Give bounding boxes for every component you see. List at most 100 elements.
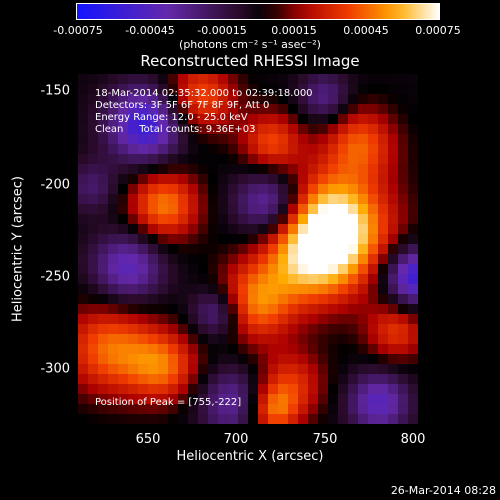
heatmap-cell (368, 224, 378, 234)
heatmap-cell (118, 234, 128, 244)
heatmap-cell (218, 224, 228, 234)
heatmap-cell (138, 164, 148, 174)
heatmap-cell (328, 154, 338, 164)
heatmap-cell (148, 344, 158, 354)
heatmap-cell (298, 384, 308, 394)
heatmap-cell (228, 124, 238, 134)
heatmap-cell (298, 94, 308, 104)
heatmap-cell (208, 404, 218, 414)
heatmap-cell (238, 174, 248, 184)
heatmap-cell (358, 124, 368, 134)
heatmap-cell (178, 124, 188, 134)
heatmap-cell (178, 404, 188, 414)
heatmap-cell (78, 164, 88, 174)
heatmap-cell (308, 344, 318, 354)
heatmap-cell (88, 224, 98, 234)
heatmap-cell (358, 134, 368, 144)
heatmap-cell (208, 244, 218, 254)
heatmap-cell (228, 254, 238, 264)
heatmap-cell (168, 134, 178, 144)
heatmap-cell (298, 404, 308, 414)
heatmap-cell (78, 104, 88, 114)
heatmap-cell (318, 414, 328, 424)
heatmap-cell (308, 384, 318, 394)
heatmap-cell (118, 384, 128, 394)
heatmap-cell (248, 354, 258, 364)
heatmap-cell (348, 324, 358, 334)
heatmap-cell (318, 104, 328, 114)
heatmap-cell (238, 334, 248, 344)
heatmap-cell (248, 244, 258, 254)
heatmap-cell (188, 194, 198, 204)
heatmap-cell (218, 184, 228, 194)
heatmap-cell (318, 184, 328, 194)
heatmap-cell (98, 374, 108, 384)
heatmap-cell (138, 74, 148, 84)
heatmap-cell (78, 124, 88, 134)
heatmap-cell (138, 284, 148, 294)
heatmap-cell (358, 174, 368, 184)
heatmap-cell (168, 164, 178, 174)
heatmap-cell (408, 344, 418, 354)
heatmap-cell (398, 294, 408, 304)
heatmap-cell (188, 334, 198, 344)
heatmap-cell (88, 254, 98, 264)
heatmap-cell (408, 314, 418, 324)
heatmap-cell (348, 174, 358, 184)
heatmap-cell (398, 394, 408, 404)
heatmap-cell (208, 144, 218, 154)
heatmap-cell (388, 84, 398, 94)
heatmap-cell (148, 334, 158, 344)
heatmap-cell (178, 94, 188, 104)
heatmap-cell (128, 214, 138, 224)
heatmap-cell (388, 304, 398, 314)
heatmap-cell (368, 254, 378, 264)
heatmap-cell (98, 94, 108, 104)
heatmap-cell (168, 184, 178, 194)
heatmap-cell (118, 324, 128, 334)
heatmap-cell (248, 374, 258, 384)
heatmap-cell (278, 114, 288, 124)
heatmap-cell (388, 234, 398, 244)
heatmap-cell (228, 134, 238, 144)
heatmap-cell (258, 164, 268, 174)
heatmap-cell (348, 94, 358, 104)
heatmap-cell (268, 254, 278, 264)
heatmap-cell (238, 344, 248, 354)
heatmap-cell (398, 274, 408, 284)
heatmap-cell (218, 234, 228, 244)
heatmap-cell (368, 314, 378, 324)
heatmap-cell (188, 414, 198, 424)
heatmap-cell (138, 344, 148, 354)
heatmap-cell (158, 344, 168, 354)
heatmap-cell (178, 134, 188, 144)
heatmap-cell (268, 194, 278, 204)
heatmap-cell (178, 194, 188, 204)
heatmap-cell (148, 204, 158, 214)
heatmap-cell (118, 274, 128, 284)
heatmap-cell (248, 284, 258, 294)
heatmap-cell (228, 94, 238, 104)
heatmap-cell (368, 364, 378, 374)
heatmap-cell (118, 174, 128, 184)
heatmap-cell (408, 134, 418, 144)
heatmap-cell (138, 264, 148, 274)
heatmap-cell (118, 204, 128, 214)
heatmap-cell (138, 174, 148, 184)
heatmap-cell (228, 204, 238, 214)
heatmap-cell (308, 364, 318, 374)
heatmap-cell (148, 404, 158, 414)
heatmap-cell (348, 164, 358, 174)
heatmap-cell (208, 274, 218, 284)
heatmap-cell (108, 204, 118, 214)
heatmap-cell (298, 224, 308, 234)
heatmap-cell (408, 394, 418, 404)
heatmap-cell (178, 284, 188, 294)
heatmap-cell (88, 294, 98, 304)
heatmap-cell (218, 124, 228, 134)
heatmap-cell (88, 114, 98, 124)
heatmap-cell (208, 194, 218, 204)
heatmap-cell (178, 84, 188, 94)
heatmap-cell (288, 134, 298, 144)
heatmap-cell (158, 114, 168, 124)
